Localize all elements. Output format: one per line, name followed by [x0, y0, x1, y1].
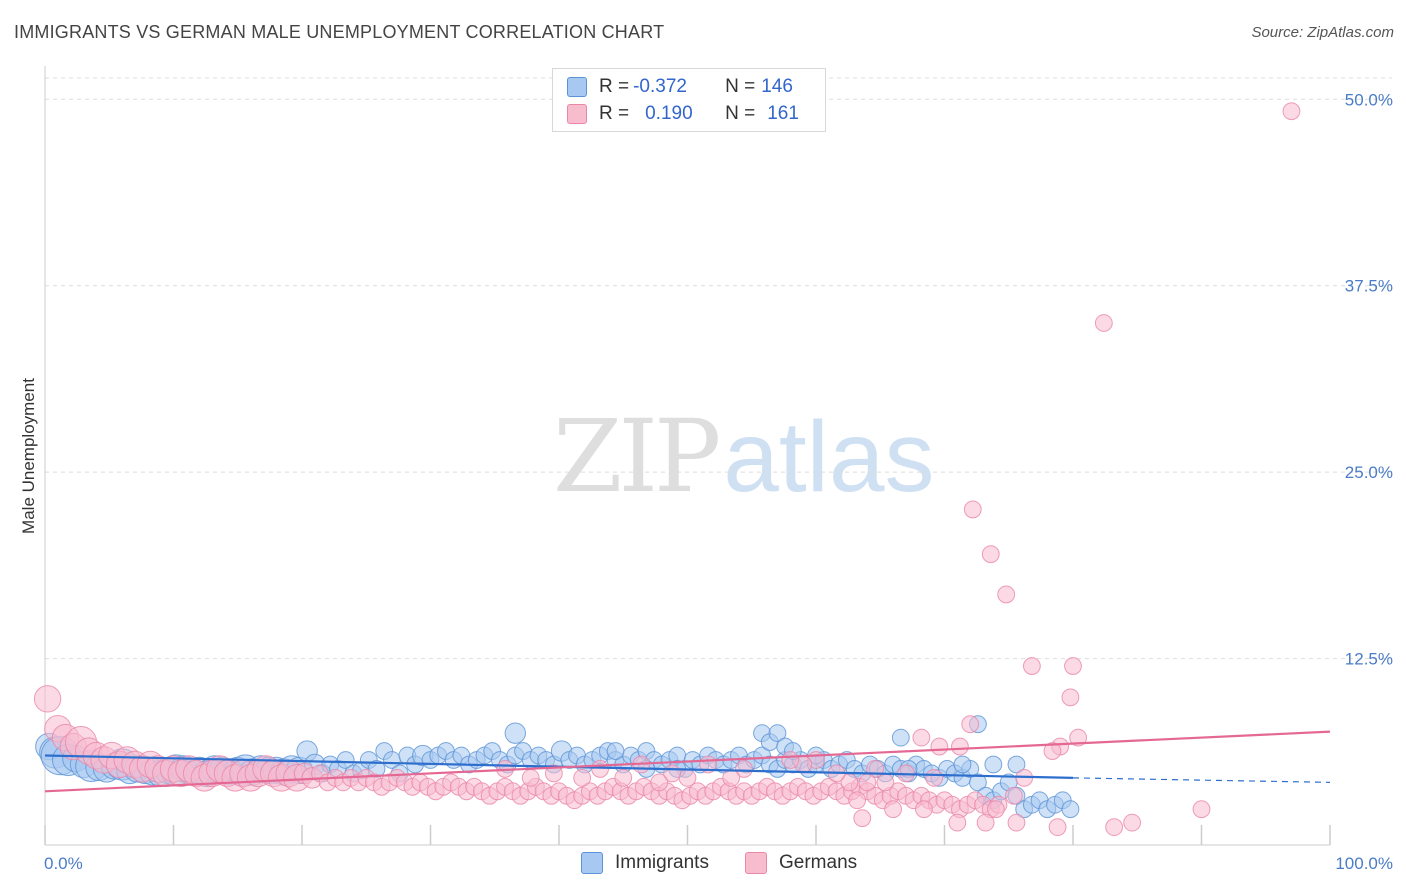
legend-label-germans: Germans [779, 852, 858, 873]
watermark: ZIPatlas [553, 398, 935, 515]
germans-point [948, 813, 967, 832]
germans-point [853, 809, 872, 828]
germans-point [1123, 813, 1142, 832]
immigrants-point [953, 755, 972, 774]
germans-point [1022, 657, 1041, 675]
germans-point [1043, 742, 1062, 760]
immigrants-swatch [581, 852, 603, 874]
germans-point [1048, 818, 1067, 837]
germans-point [1282, 102, 1301, 121]
germans-points [33, 102, 1301, 837]
germans-point [573, 768, 592, 787]
legend-r-label: R = [599, 103, 630, 124]
legend-r-label: R = [599, 76, 630, 97]
gridlines [45, 77, 1392, 660]
immigrants-point [1007, 755, 1026, 774]
tick-labels: 12.5% 25.0% 37.5% 50.0% 0.0% 100.0% [44, 90, 1393, 873]
legend-r-value: -0.372 [633, 76, 687, 97]
germans-point [521, 768, 540, 787]
legend-row-germans: R = 0.190 N = 161 [567, 102, 799, 126]
germans-point [848, 791, 867, 810]
germans-point [915, 800, 933, 819]
legend-n-value: 161 [767, 103, 799, 124]
trend-lines [44, 730, 1331, 793]
legend-r-value: 0.190 [645, 103, 693, 124]
germans-point [1064, 657, 1082, 675]
y-tick-label: 50.0% [1345, 90, 1393, 109]
immigrants-point [891, 728, 910, 747]
immigrants-swatch [567, 77, 587, 97]
germans-point [981, 545, 1000, 564]
germans-point [591, 760, 610, 778]
y-tick-label: 12.5% [1345, 650, 1393, 669]
source-credit: Source: ZipAtlas.com [1251, 24, 1394, 41]
germans-point [963, 500, 982, 519]
legend-label-immigrants: Immigrants [615, 852, 709, 873]
germans-point [650, 773, 669, 792]
germans-point [1069, 728, 1088, 747]
immigrants-point [606, 742, 625, 760]
germans-point [678, 768, 697, 787]
immigrants-point [768, 724, 787, 743]
germans-point [781, 751, 800, 769]
germans-point [951, 737, 969, 756]
chart-title: IMMIGRANTS VS GERMAN MALE UNEMPLOYMENT C… [14, 22, 665, 42]
germans-point [1004, 786, 1023, 805]
legend-item-germans[interactable]: Germans [745, 852, 857, 874]
germans-point [997, 585, 1016, 604]
immigrants-point [984, 755, 1003, 774]
germans-trend-line [44, 730, 1331, 793]
legend-row-immigrants: R = -0.372 N = 146 [567, 75, 793, 99]
germans-point [1105, 818, 1124, 837]
y-tick-label: 25.0% [1345, 463, 1393, 482]
germans-point [544, 764, 563, 783]
immigrants-trend-extension [1072, 777, 1331, 783]
germans-point [987, 800, 1005, 819]
germans-point [930, 737, 949, 756]
germans-point [1192, 800, 1211, 819]
germans-point [614, 768, 633, 787]
legend-item-immigrants[interactable]: Immigrants [581, 852, 709, 874]
watermark-zip: ZIP [553, 398, 721, 515]
germans-point [961, 715, 980, 734]
germans-point [925, 768, 944, 787]
immigrants-point [969, 773, 987, 792]
germans-point [858, 773, 877, 792]
legend-n-value: 146 [761, 76, 793, 97]
germans-point [1061, 688, 1080, 707]
germans-point [884, 800, 902, 819]
germans-point [33, 685, 62, 713]
axes [44, 66, 1331, 846]
germans-point [1094, 314, 1113, 332]
germans-point [912, 728, 931, 747]
germans-point [976, 813, 995, 832]
y-tick-label: 37.5% [1345, 277, 1393, 296]
y-axis-label: Male Unemployment [19, 378, 38, 534]
x-tick-label: 0.0% [44, 854, 83, 873]
germans-swatch [567, 104, 587, 124]
x-tick-label: 100.0% [1335, 854, 1393, 873]
legend-n-label: N = [725, 76, 756, 97]
immigrants-point [504, 722, 527, 744]
legend-n-label: N = [725, 103, 756, 124]
correlation-legend: R = -0.372 N = 146 R = 0.190 N = 161 [552, 68, 826, 132]
watermark-atlas: atlas [723, 401, 935, 513]
germans-point [1007, 813, 1026, 832]
series-legend: Immigrants Germans [0, 852, 1406, 878]
immigrants-point [336, 751, 355, 769]
germans-swatch [745, 852, 767, 874]
germans-point [735, 760, 753, 778]
immigrants-point [1061, 800, 1080, 819]
germans-point [722, 768, 741, 787]
